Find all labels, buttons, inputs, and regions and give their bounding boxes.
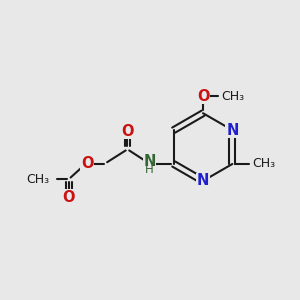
Text: CH₃: CH₃ (27, 173, 50, 186)
Text: CH₃: CH₃ (221, 90, 244, 103)
Text: O: O (121, 124, 134, 139)
Text: O: O (197, 88, 209, 104)
Text: N: N (143, 154, 156, 169)
Text: CH₃: CH₃ (252, 158, 275, 170)
Text: H: H (145, 163, 154, 176)
Text: N: N (226, 123, 238, 138)
Text: O: O (63, 190, 75, 205)
Text: N: N (197, 173, 209, 188)
Text: O: O (81, 157, 93, 172)
